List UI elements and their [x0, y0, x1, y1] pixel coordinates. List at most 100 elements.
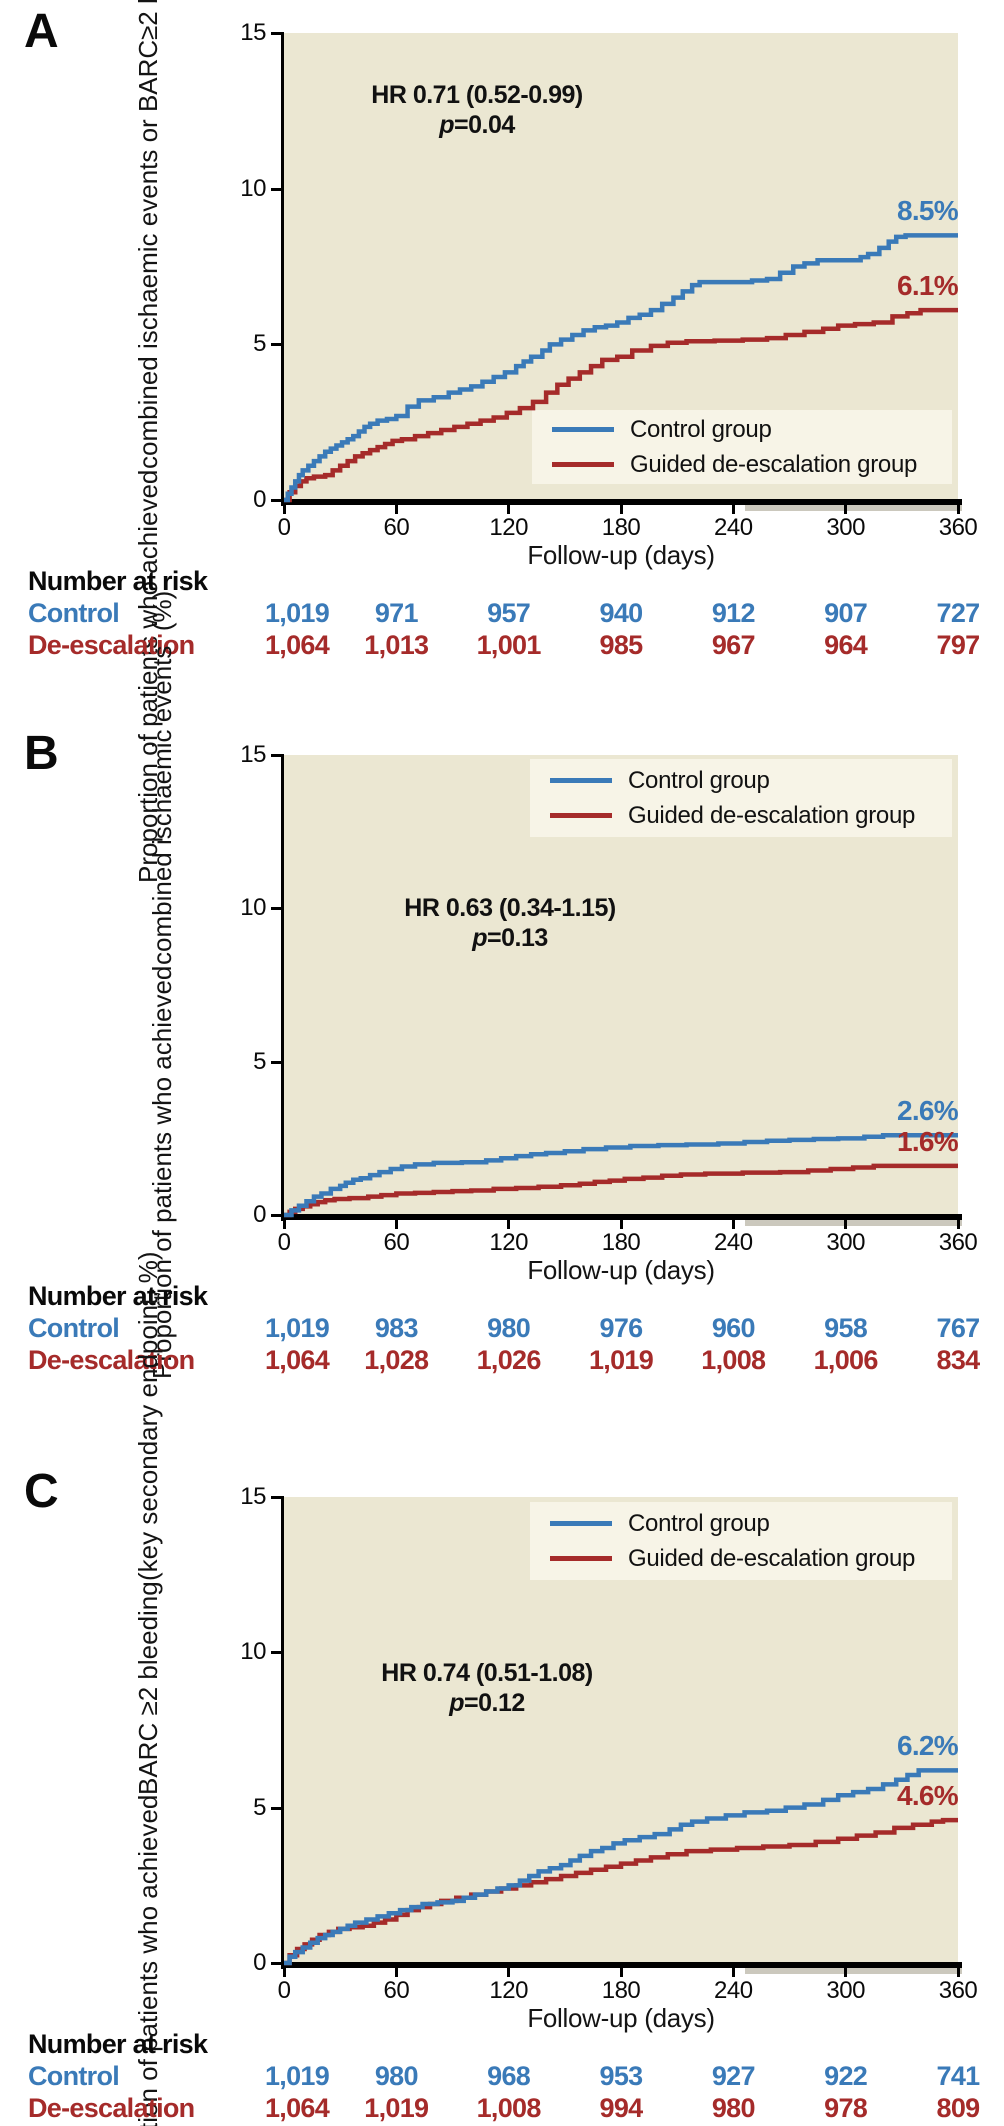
- km-curve-deescalation: [284, 307, 958, 503]
- x-tick-mark: [619, 505, 623, 514]
- axis-shadow: [745, 505, 962, 511]
- x-axis-line: [281, 1962, 962, 1968]
- risk-value: 1,028: [364, 1345, 429, 1375]
- legend-entry-deescalation: Guided de-escalation group: [552, 451, 952, 479]
- x-tick-label: 300: [826, 1229, 865, 1256]
- x-tick-label: 240: [714, 1229, 753, 1256]
- x-tick-mark: [619, 1968, 623, 1977]
- panel-b-legend: Control group Guided de-escalation group: [530, 759, 952, 837]
- panel-c-x-axis-title: Follow-up (days): [527, 2003, 715, 2033]
- legend-entry-deescalation: Guided de-escalation group: [550, 802, 952, 830]
- y-tick-mark: [271, 1962, 281, 1965]
- risk-value: 767: [936, 1313, 981, 1343]
- x-tick-mark: [956, 505, 960, 514]
- y-axis-line: [281, 32, 284, 506]
- risk-value: 912: [711, 598, 756, 628]
- panel-a-x-axis-title: Follow-up (days): [527, 540, 715, 570]
- legend-entry-control: Control group: [552, 416, 952, 444]
- x-tick-mark: [282, 1220, 286, 1229]
- panel-c-y-axis-title: Proportion of patients who achieved BARC…: [133, 1251, 163, 2126]
- panel-c-risk-row-label-deescalation: De-escalation: [28, 2093, 195, 2123]
- x-tick-mark: [956, 1220, 960, 1229]
- x-tick-mark: [956, 1968, 960, 1977]
- x-tick-label: 180: [601, 1229, 641, 1256]
- y-tick-mark: [271, 1651, 281, 1655]
- x-tick-mark: [844, 1968, 848, 1977]
- x-tick-label: 120: [489, 1977, 528, 2004]
- x-axis-line: [281, 499, 962, 505]
- x-tick-label: 60: [383, 514, 410, 541]
- risk-value: 953: [599, 2061, 644, 2091]
- panel-b-curves: [284, 1133, 958, 1218]
- panel-c-curves: [284, 1768, 958, 1966]
- risk-value: 727: [936, 598, 981, 628]
- panel-a-legend: Control group Guided de-escalation group: [532, 410, 952, 484]
- risk-value: 834: [936, 1345, 981, 1375]
- panel-b-x-axis-title: Follow-up (days): [527, 1255, 715, 1285]
- y-tick-mark: [271, 499, 281, 502]
- curve-end-label: 6.2%: [896, 1730, 959, 1762]
- panel-a-risk-row-label-deescalation: De-escalation: [28, 630, 195, 660]
- x-tick-mark: [844, 1220, 848, 1229]
- x-tick-label: 120: [489, 1229, 528, 1256]
- panel-b-hr-annotation: HR 0.63 (0.34-1.15) p=0.13: [404, 894, 616, 952]
- risk-value: 976: [599, 1313, 644, 1343]
- x-tick-mark: [731, 505, 735, 514]
- y-tick-label: 0: [253, 486, 266, 513]
- x-axis-line: [281, 1214, 962, 1220]
- risk-value: 967: [711, 630, 756, 660]
- curve-end-label: 2.6%: [896, 1095, 959, 1127]
- risk-value: 1,064: [264, 1345, 330, 1375]
- risk-value: 1,064: [264, 630, 330, 660]
- panel-a-hr-annotation: HR 0.71 (0.52-0.99) p=0.04: [371, 81, 583, 139]
- risk-value: 741: [936, 2061, 981, 2091]
- y-tick-label: 5: [253, 1793, 266, 1821]
- y-axis-line: [281, 754, 284, 1221]
- y-tick-label: 0: [253, 1201, 266, 1228]
- panel-c-letter: C: [24, 1465, 59, 1518]
- curve-end-label: 4.6%: [896, 1780, 959, 1812]
- km-curve-control: [284, 233, 958, 503]
- risk-value: 1,001: [476, 630, 542, 660]
- x-tick-label: 240: [714, 1977, 753, 2004]
- risk-value: 985: [599, 630, 644, 660]
- x-tick-mark: [731, 1220, 735, 1229]
- x-tick-mark: [394, 505, 398, 514]
- control-line-swatch: [550, 1521, 612, 1526]
- y-tick-label: 10: [240, 894, 266, 922]
- panel-b-y-axis-title: Proportion of patients who achieved comb…: [147, 591, 177, 1379]
- x-tick-mark: [282, 1968, 286, 1977]
- y-tick-label: 5: [253, 1047, 266, 1075]
- deescalation-line-swatch: [550, 1556, 612, 1561]
- risk-value: 1,026: [476, 1345, 542, 1375]
- x-tick-label: 360: [938, 1977, 978, 2004]
- km-curve-deescalation: [284, 1163, 958, 1218]
- y-tick-label: 15: [240, 1483, 266, 1510]
- x-tick-label: 300: [826, 1977, 865, 2004]
- x-tick-mark: [394, 1968, 398, 1977]
- risk-value: 1,008: [701, 1345, 766, 1375]
- x-tick-mark: [619, 1220, 623, 1229]
- panel-a-risk-row-label-control: Control: [28, 598, 120, 628]
- risk-value: 960: [711, 1313, 756, 1343]
- risk-value: 940: [599, 598, 644, 628]
- risk-value: 907: [824, 598, 868, 628]
- x-tick-mark: [507, 1968, 511, 1977]
- curve-end-label: 1.6%: [896, 1125, 959, 1157]
- risk-value: 927: [711, 2061, 756, 2091]
- y-tick-label: 15: [240, 19, 266, 46]
- x-tick-label: 60: [383, 1229, 410, 1256]
- control-line-swatch: [550, 778, 612, 783]
- curve-end-label: 6.1%: [896, 270, 959, 302]
- panel-a-letter: A: [24, 5, 59, 58]
- risk-value: 994: [599, 2093, 644, 2123]
- panel-a-y-axis-title: Proportion of patients who achieved comb…: [133, 0, 163, 883]
- risk-value: 980: [487, 1313, 531, 1343]
- panel-a-curves: [284, 233, 958, 503]
- y-tick-label: 10: [240, 1638, 266, 1666]
- panel-c-hr-annotation: HR 0.74 (0.51-1.08) p=0.12: [381, 1659, 593, 1717]
- risk-value: 1,008: [476, 2093, 542, 2123]
- km-curve-control: [284, 1133, 958, 1218]
- panel-b-number-at-risk-header: Number at risk: [28, 1281, 208, 1311]
- x-tick-label: 120: [489, 514, 528, 541]
